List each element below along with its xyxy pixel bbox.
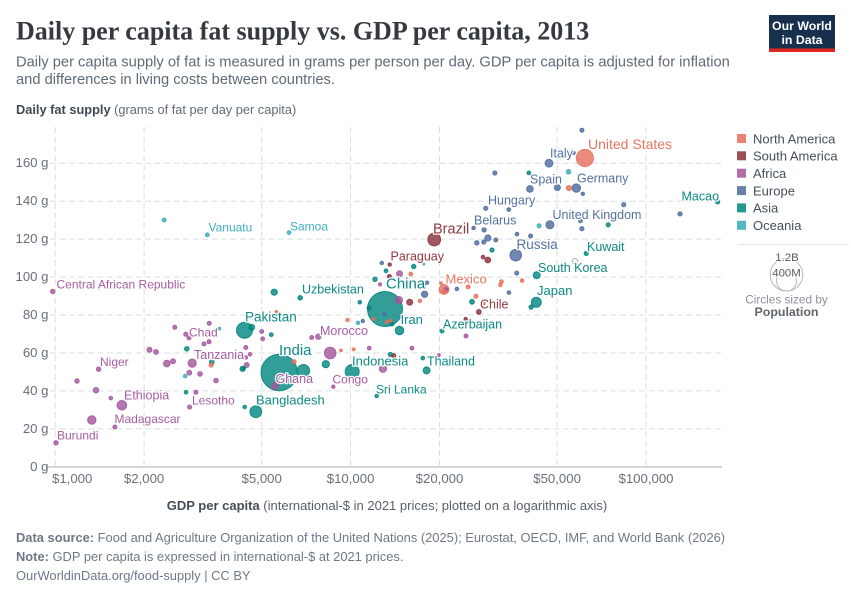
svg-text:Lesotho: Lesotho — [192, 394, 235, 408]
svg-text:Azerbaijan: Azerbaijan — [443, 318, 502, 332]
svg-text:Spain: Spain — [530, 173, 562, 187]
svg-text:Bangladesh: Bangladesh — [256, 393, 325, 408]
svg-text:Asia: Asia — [753, 201, 779, 216]
svg-text:Sri Lanka: Sri Lanka — [376, 383, 427, 397]
svg-text:Chile: Chile — [480, 298, 509, 312]
svg-text:Data source: Food and Agricult: Data source: Food and Agriculture Organi… — [16, 530, 725, 545]
svg-text:Hungary: Hungary — [488, 194, 536, 208]
svg-text:India: India — [279, 342, 312, 359]
svg-text:$1,000: $1,000 — [52, 471, 92, 486]
svg-text:Samoa: Samoa — [290, 220, 328, 234]
svg-text:Indonesia: Indonesia — [352, 354, 409, 369]
svg-text:Russia: Russia — [517, 237, 559, 252]
svg-text:Kuwait: Kuwait — [587, 240, 625, 254]
svg-text:Italy: Italy — [550, 147, 574, 161]
svg-text:Niger: Niger — [100, 355, 129, 369]
svg-text:Our World: Our World — [772, 19, 832, 33]
svg-text:$20,000: $20,000 — [416, 471, 464, 486]
svg-text:Iran: Iran — [401, 312, 423, 327]
svg-text:160 g: 160 g — [15, 155, 48, 170]
svg-text:80 g: 80 g — [23, 307, 49, 322]
svg-text:Population: Population — [754, 305, 818, 319]
svg-text:Burundi: Burundi — [57, 429, 98, 443]
svg-text:$2,000: $2,000 — [124, 471, 164, 486]
svg-text:Vanuatu: Vanuatu — [209, 221, 253, 235]
svg-text:0 g: 0 g — [30, 459, 48, 474]
svg-text:Africa: Africa — [753, 166, 787, 181]
svg-text:Daily per capita fat supply vs: Daily per capita fat supply vs. GDP per … — [16, 17, 589, 46]
svg-text:Europe: Europe — [753, 183, 795, 198]
svg-text:40 g: 40 g — [23, 383, 49, 398]
svg-text:Daily fat supply (grams of fat: Daily fat supply (grams of fat per day p… — [16, 102, 296, 117]
svg-text:$10,000: $10,000 — [327, 471, 375, 486]
svg-text:400M: 400M — [772, 268, 801, 280]
svg-text:Oceania: Oceania — [753, 218, 802, 233]
svg-text:China: China — [386, 276, 426, 293]
svg-text:Macao: Macao — [682, 190, 720, 204]
svg-text:OurWorldinData.org/food-supply: OurWorldinData.org/food-supply | CC BY — [16, 568, 251, 583]
svg-text:Ghana: Ghana — [276, 372, 314, 386]
svg-text:Congo: Congo — [333, 373, 369, 387]
svg-text:and differences in living cost: and differences in living costs between … — [16, 72, 335, 88]
svg-text:60 g: 60 g — [23, 345, 49, 360]
svg-text:Uzbekistan: Uzbekistan — [302, 283, 364, 297]
svg-text:GDP per capita (international-: GDP per capita (international-$ in 2021 … — [167, 498, 608, 513]
svg-text:Madagascar: Madagascar — [115, 412, 181, 426]
svg-text:Japan: Japan — [537, 283, 572, 298]
svg-text:$50,000: $50,000 — [533, 471, 581, 486]
svg-text:Tanzania: Tanzania — [194, 348, 244, 362]
svg-text:Thailand: Thailand — [427, 355, 475, 369]
svg-text:Belarus: Belarus — [474, 214, 516, 228]
svg-text:$100,000: $100,000 — [618, 471, 673, 486]
svg-text:Morocco: Morocco — [320, 324, 368, 338]
svg-text:Central African Republic: Central African Republic — [57, 278, 186, 292]
svg-text:Germany: Germany — [577, 172, 629, 186]
svg-text:United Kingdom: United Kingdom — [553, 208, 642, 222]
svg-text:Brazil: Brazil — [433, 222, 469, 238]
svg-text:Circles sized by: Circles sized by — [745, 293, 828, 307]
svg-text:140 g: 140 g — [15, 193, 48, 208]
svg-text:Daily per capita supply of fat: Daily per capita supply of fat is measur… — [16, 55, 730, 71]
svg-text:$5,000: $5,000 — [242, 471, 282, 486]
svg-text:Pakistan: Pakistan — [245, 310, 297, 325]
svg-text:United States: United States — [588, 136, 672, 152]
svg-text:1.2B: 1.2B — [775, 252, 798, 264]
svg-text:Ethiopia: Ethiopia — [124, 389, 169, 403]
svg-text:Paraguay: Paraguay — [391, 250, 445, 264]
svg-text:Note: GDP per capita is expres: Note: GDP per capita is expressed in int… — [16, 549, 403, 564]
svg-text:South Korea: South Korea — [538, 261, 608, 275]
svg-text:100 g: 100 g — [15, 269, 48, 284]
svg-text:20 g: 20 g — [23, 421, 49, 436]
svg-text:Mexico: Mexico — [446, 272, 487, 287]
svg-text:North America: North America — [753, 131, 836, 146]
svg-text:Chad: Chad — [189, 326, 218, 340]
svg-text:120 g: 120 g — [15, 231, 48, 246]
svg-text:in Data: in Data — [782, 33, 823, 47]
svg-text:South America: South America — [753, 149, 838, 164]
